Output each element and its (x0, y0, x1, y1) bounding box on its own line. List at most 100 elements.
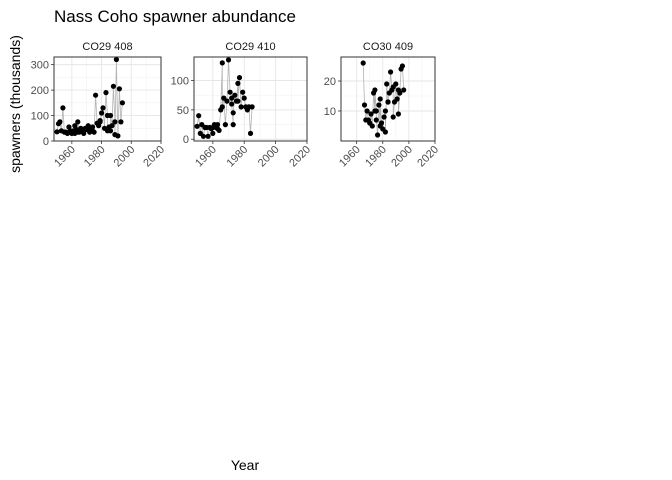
data-point (394, 96, 400, 102)
x-tick-label: 2020 (141, 144, 167, 170)
data-point (401, 87, 407, 93)
data-point (93, 92, 99, 98)
y-axis-label: spawners (thousands) (7, 35, 23, 173)
data-point (393, 81, 399, 87)
data-point (116, 86, 122, 92)
panel-title: CO30 409 (363, 41, 413, 53)
panel-frame (340, 56, 436, 142)
data-point (388, 69, 394, 75)
data-point (109, 123, 115, 129)
data-point (119, 100, 125, 106)
y-tick-label: 50 (177, 105, 189, 117)
y-tick-label: 20 (324, 76, 336, 88)
data-point (384, 81, 390, 87)
panel-frame (193, 56, 308, 142)
data-point (372, 87, 378, 93)
chart-title: Nass Coho spawner abundance (54, 7, 296, 26)
data-point (103, 90, 109, 96)
data-point (376, 102, 382, 108)
data-point (99, 110, 105, 116)
data-point (373, 108, 379, 114)
data-point (194, 123, 200, 129)
data-point (249, 104, 255, 110)
data-point (112, 132, 118, 138)
data-point (214, 122, 221, 128)
data-point (216, 127, 222, 133)
data-point (222, 122, 228, 128)
data-point (72, 123, 78, 129)
x-tick-label: 1980 (363, 144, 389, 170)
data-point (118, 119, 124, 125)
data-point (97, 119, 103, 125)
data-point (361, 102, 368, 108)
data-point (395, 111, 401, 117)
data-point (378, 120, 385, 126)
data-point (235, 80, 241, 86)
data-point (382, 129, 388, 135)
data-point (235, 98, 241, 104)
panel-title: CO29 410 (225, 41, 275, 53)
panel-title: CO29 408 (82, 41, 132, 53)
data-point (75, 119, 81, 125)
data-point (373, 117, 379, 123)
data-point (107, 112, 114, 119)
x-tick-label: 1980 (225, 144, 251, 170)
data-point (54, 129, 60, 135)
data-point (240, 89, 246, 95)
x-tick-label: 1960 (337, 144, 363, 170)
data-point (230, 122, 236, 128)
data-point (219, 104, 225, 110)
data-point (381, 114, 387, 120)
panel-3: 1960 1980 2000 2020 10 20 CO30 409 (324, 41, 441, 169)
data-point (196, 113, 202, 119)
data-point (112, 119, 118, 125)
data-point (57, 119, 63, 125)
data-point (382, 108, 388, 114)
data-point (230, 110, 236, 116)
data-point (364, 108, 370, 114)
data-point (377, 96, 383, 102)
data-point (225, 57, 232, 63)
y-tick-label: 0 (183, 134, 189, 146)
data-point (100, 105, 106, 111)
data-point (247, 130, 254, 136)
data-point (397, 90, 403, 96)
panel-2: 1960 1980 2000 2020 0 50 100 CO29 410 (171, 41, 313, 169)
data-point (390, 114, 396, 120)
data-point (241, 95, 247, 101)
x-tick-label: 2020 (415, 144, 441, 170)
x-axis-label: Year (231, 457, 260, 473)
panel-1: 1960 1980 2000 2020 0 100 200 300 CO29 408 (31, 41, 167, 169)
data-point (232, 92, 238, 98)
y-tick-label: 100 (171, 75, 189, 87)
y-tick-label: 100 (31, 111, 49, 123)
x-tick-label: 1960 (193, 144, 219, 170)
y-tick-label: 200 (31, 85, 49, 97)
data-point (238, 104, 244, 110)
data-point (205, 133, 211, 139)
panel-frame (53, 56, 162, 142)
data-point (375, 132, 381, 138)
data-point (229, 101, 235, 107)
data-point (90, 124, 96, 130)
y-tick-label: 0 (43, 136, 49, 148)
x-tick-label: 1960 (52, 144, 78, 170)
data-point (369, 123, 375, 129)
data-point (236, 75, 243, 81)
data-point (210, 130, 216, 136)
x-tick-label: 2020 (287, 144, 313, 170)
x-tick-label: 2000 (389, 144, 415, 170)
data-point (360, 60, 366, 66)
data-point (200, 133, 206, 139)
data-point (385, 99, 391, 105)
x-tick-label: 2000 (112, 144, 138, 170)
data-point (399, 63, 405, 69)
data-point (227, 89, 233, 95)
data-point (368, 111, 374, 117)
data-point (91, 129, 97, 135)
data-point (104, 128, 111, 134)
data-point (224, 98, 230, 104)
data-point (210, 124, 216, 131)
